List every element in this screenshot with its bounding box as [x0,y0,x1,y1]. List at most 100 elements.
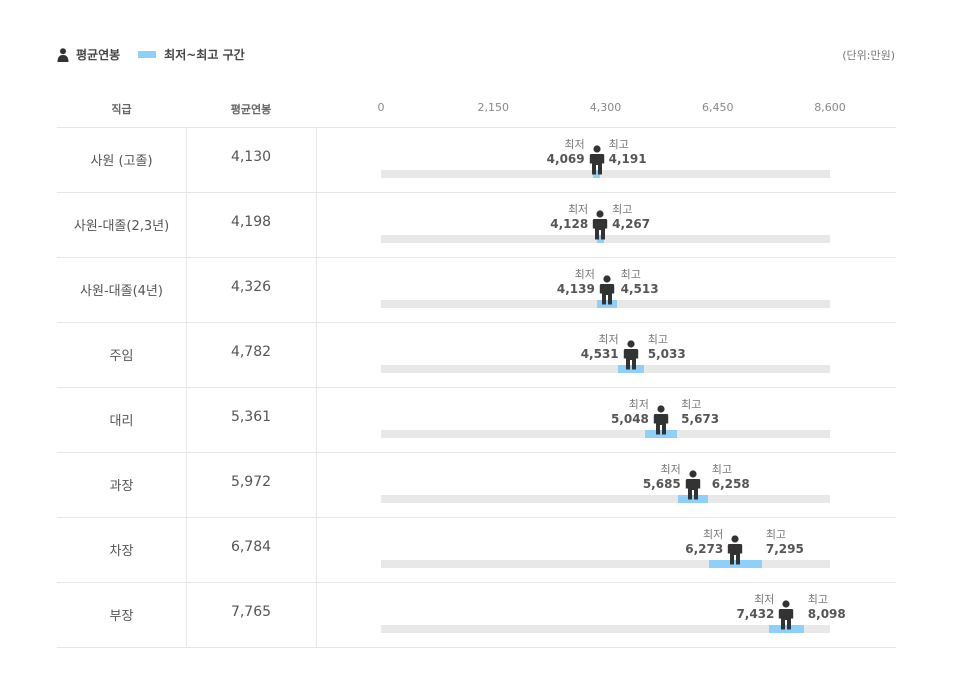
table-row: 부장 7,765 최저 7,432 최고 8,098 [57,583,896,648]
column-divider [316,388,317,452]
max-caption: 최고 [807,593,829,606]
max-value: 5,033 [647,347,686,361]
min-value: 7,432 [736,607,775,621]
grade-label: 대리 [109,414,134,429]
avg-marker-person-icon [653,405,669,435]
min-value: 4,069 [546,152,585,166]
legend-avg-label: 평균연봉 [76,48,121,62]
grade-label: 주임 [109,349,134,364]
min-value: 6,273 [685,542,724,556]
column-divider [186,193,187,257]
min-value-label: 최저 6,273 [685,528,723,556]
legend-range-label: 최저~최고 구간 [164,48,245,62]
range-track [381,495,830,503]
max-caption: 최고 [608,138,629,151]
max-value: 7,295 [765,542,804,556]
avg-marker-person-icon [592,210,608,240]
max-value-label: 최고 4,191 [609,138,647,166]
min-value: 5,048 [610,412,649,426]
max-value-label: 최고 4,513 [621,268,659,296]
max-value: 5,673 [681,412,720,426]
max-value: 4,513 [620,282,659,296]
max-value-label: 최고 6,258 [712,463,750,491]
avg-marker-person-icon [778,600,794,630]
max-value-label: 최고 7,295 [766,528,804,556]
column-divider [316,518,317,582]
avg-salary-value: 5,361 [230,409,272,425]
max-value-label: 최고 5,673 [681,398,719,426]
unit-label: (단위:만원) [842,49,895,62]
min-value-label: 최저 7,432 [736,593,774,621]
min-value: 4,128 [550,217,589,231]
grade-label: 부장 [109,609,134,624]
max-value: 4,267 [612,217,651,231]
column-divider [316,258,317,322]
range-track [381,365,830,373]
axis-tick-label: 0 [377,101,385,114]
range-track [381,170,830,178]
legend-range-swatch [138,51,157,58]
min-value-label: 최저 4,531 [581,333,619,361]
axis-tick-label: 6,450 [702,101,734,114]
grade-label: 사원-대졸(2,3년) [73,219,170,234]
grade-label: 사원 (고졸) [90,154,153,169]
avg-salary-value: 4,326 [230,279,272,295]
min-max-range-bar [596,235,604,243]
column-divider [316,193,317,257]
table-row: 주임 4,782 최저 4,531 최고 5,033 [57,323,896,388]
column-divider [186,258,187,322]
min-value-label: 최저 4,128 [550,203,588,231]
avg-salary-value: 7,765 [230,604,272,620]
grade-label: 과장 [109,479,134,494]
max-value: 4,191 [608,152,647,166]
min-caption: 최저 [702,528,724,541]
min-value-label: 최저 5,685 [643,463,681,491]
table-row: 과장 5,972 최저 5,685 최고 6,258 [57,453,896,518]
min-max-range-bar [597,300,617,308]
max-caption: 최고 [681,398,702,411]
column-divider [186,323,187,387]
axis-tick-label: 2,150 [477,101,510,114]
range-track [381,430,830,438]
column-divider [186,518,187,582]
person-icon [57,47,69,62]
salary-range-chart: 직급 평균연봉 0 2,150 4,300 6,450 8,600 사원 (고졸) 4,1… [57,95,896,648]
grade-label: 차장 [109,544,134,559]
max-value-label: 최고 5,033 [648,333,686,361]
table-row: 대리 5,361 최저 5,048 최고 5,673 [57,388,896,453]
table-row: 사원-대졸(4년) 4,326 최저 4,139 최고 4,513 [57,258,896,323]
max-value: 6,258 [711,477,750,491]
column-divider [316,583,317,647]
column-divider [316,453,317,517]
column-divider [316,128,317,192]
max-value: 8,098 [807,607,846,621]
column-divider [186,453,187,517]
avg-marker-person-icon [589,145,605,175]
max-caption: 최고 [765,528,787,541]
column-divider [186,128,187,192]
header-grade: 직급 [111,103,132,116]
min-max-range-bar [617,365,644,373]
avg-marker-person-icon [599,275,615,305]
min-caption: 최저 [754,593,775,606]
min-value: 4,531 [580,347,619,361]
column-divider [186,388,187,452]
min-caption: 최저 [628,398,649,411]
min-caption: 최저 [574,268,595,281]
min-value-label: 최저 4,139 [557,268,595,296]
avg-salary-value: 4,130 [230,149,272,165]
avg-marker-person-icon [623,340,639,370]
max-caption: 최고 [711,463,732,476]
table-row: 사원 (고졸) 4,130 최저 4,069 최고 4,191 [57,128,896,193]
min-max-range-bar [593,170,600,178]
avg-salary-value: 4,782 [230,344,272,360]
avg-salary-value: 6,784 [230,539,272,555]
range-track [381,560,830,568]
min-max-range-bar [769,625,804,633]
min-max-range-bar [708,560,762,568]
axis-tick-label: 4,300 [589,101,622,114]
min-caption: 최저 [567,203,589,216]
max-value-label: 최고 8,098 [808,593,846,621]
axis-tick-label: 8,600 [814,101,846,114]
avg-marker-person-icon [727,535,743,565]
